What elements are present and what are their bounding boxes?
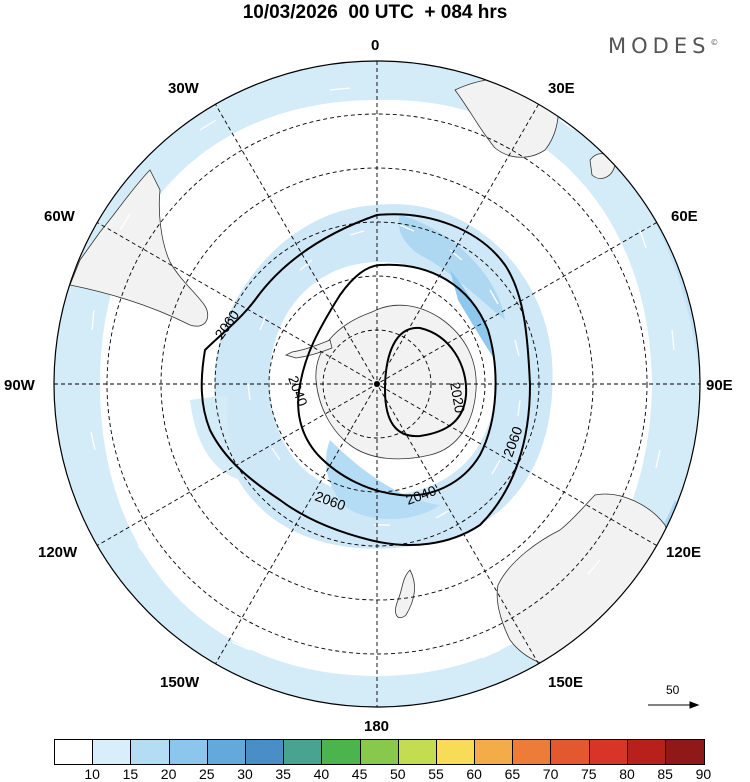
antarctic-peninsula xyxy=(284,339,333,359)
longitude-labels: 0 30E 60E 90E 120E 150E 180 150W 120W 90… xyxy=(4,37,733,735)
colorbar-cell xyxy=(55,740,94,764)
colorbar-cell xyxy=(627,740,666,764)
colorbar-cell xyxy=(207,740,246,764)
brand-name: MODES xyxy=(608,34,711,58)
wind-vectors xyxy=(90,87,675,673)
height-contours xyxy=(200,213,532,546)
colorbar-tick-label: 40 xyxy=(313,766,330,782)
south-america xyxy=(69,169,209,327)
colorbar-tick-label: 45 xyxy=(351,766,368,782)
colorbar-tick-label: 70 xyxy=(542,766,559,782)
reference-vector-arrow xyxy=(648,701,700,709)
lon-label-60e: 60E xyxy=(671,208,698,225)
colorbar-cell xyxy=(284,740,323,764)
contour-label-2020: 2020 xyxy=(447,381,468,415)
contour-2040 xyxy=(297,263,497,497)
colorbar-cell xyxy=(245,740,285,764)
contour-2020 xyxy=(383,326,468,438)
lon-label-30w: 30W xyxy=(168,80,200,97)
lon-label-30e: 30E xyxy=(548,80,575,97)
colorbar-cell xyxy=(93,740,132,764)
colorbar-tick-label: 75 xyxy=(581,766,597,782)
brand-logo: MODES© xyxy=(608,34,718,58)
contour-2060 xyxy=(200,213,532,546)
colorbar-cell xyxy=(169,740,208,764)
colorbar-tick-label: 30 xyxy=(237,766,253,782)
colorbar-cell xyxy=(551,740,590,764)
map-frame xyxy=(53,60,701,708)
lon-label-180: 180 xyxy=(364,718,389,735)
lon-label-120w: 120W xyxy=(38,544,78,561)
colorbar-tick-label: 85 xyxy=(657,766,673,782)
jet-core-east xyxy=(450,270,495,360)
colorbar-cell xyxy=(360,740,399,764)
colorbar-tick-label: 50 xyxy=(390,766,406,782)
colorbar-tick-label: 15 xyxy=(122,766,139,782)
lon-label-0: 0 xyxy=(371,37,379,54)
brand-mark: © xyxy=(710,38,719,47)
colorbar-cell xyxy=(322,740,361,764)
colorbar-tick-label: 80 xyxy=(619,766,635,782)
polar-jet-band xyxy=(214,204,553,549)
colorbar-tick-label: 25 xyxy=(199,766,215,782)
map-title: 10/03/2026 00 UTC + 084 hrs xyxy=(242,2,508,23)
jet-core xyxy=(398,215,505,320)
lon-label-90w: 90W xyxy=(4,377,36,394)
new-zealand xyxy=(395,569,416,619)
colorbar-cell xyxy=(436,740,476,764)
colorbar-tick-label: 35 xyxy=(275,766,291,782)
lon-label-150e: 150E xyxy=(548,674,583,691)
colorbar-tick-label: 10 xyxy=(84,766,100,782)
reference-vector-label: 50 xyxy=(666,683,680,697)
colorbar-cell xyxy=(513,740,552,764)
colorbar-tick-label: 60 xyxy=(466,766,482,782)
colorbar-cell xyxy=(398,740,437,764)
lon-label-60w: 60W xyxy=(44,208,76,225)
colorbar-tick-label: 90 xyxy=(695,766,712,782)
colorbar-cell xyxy=(131,740,170,764)
colorbar xyxy=(54,739,706,765)
jet-core-south xyxy=(326,440,440,520)
colorbar-tick-label: 55 xyxy=(428,766,444,782)
colorbar-cell xyxy=(589,740,628,764)
colorbar-tick-label: 20 xyxy=(160,766,177,782)
colorbar-cell xyxy=(666,740,705,764)
polar-map: 2020 2040 2040 2060 2060 2060 0 30E 60E … xyxy=(4,37,733,735)
south-pole-marker xyxy=(374,381,380,387)
colorbar-cell xyxy=(475,740,514,764)
colorbar-tick-label: 65 xyxy=(504,766,521,782)
lon-label-120e: 120E xyxy=(666,544,701,561)
lon-label-90e: 90E xyxy=(706,377,733,394)
lon-label-150w: 150W xyxy=(160,674,200,691)
